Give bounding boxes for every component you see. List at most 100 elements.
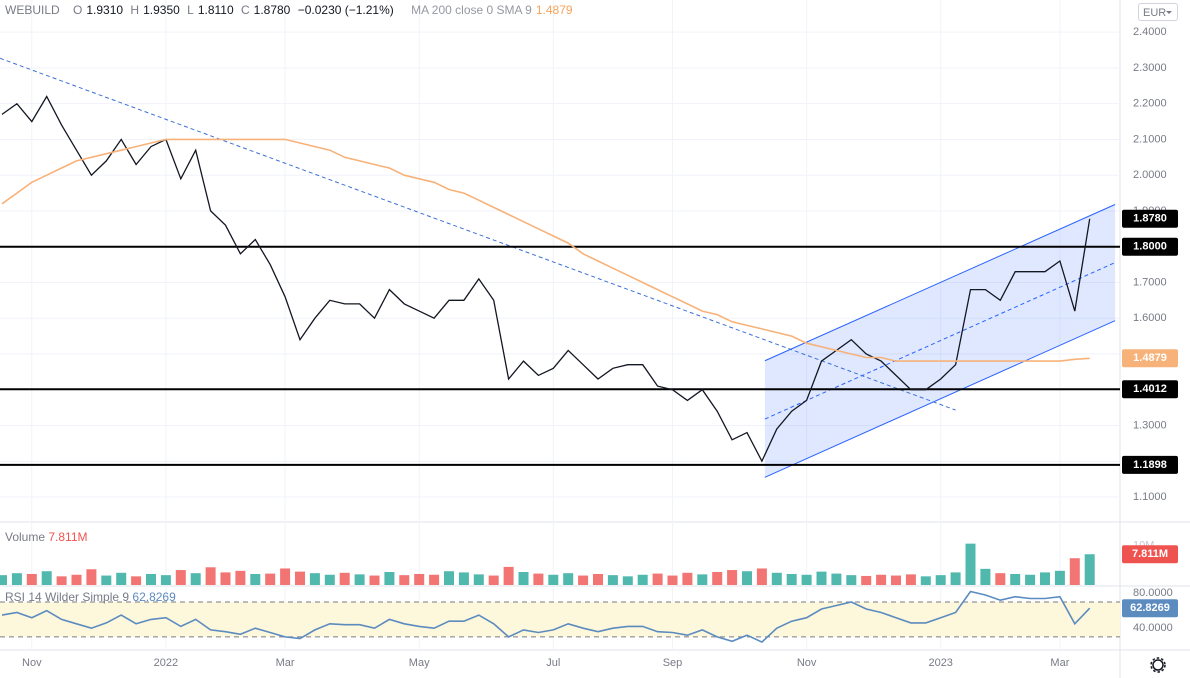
- volume-bar: [652, 573, 663, 585]
- volume-bar: [11, 573, 22, 585]
- volume-bar: [131, 576, 142, 585]
- rsi-legend: RSI 14 Wilder Simple 9 62.8269: [5, 590, 176, 604]
- volume-bar: [727, 570, 738, 585]
- axis-marker: [1122, 380, 1178, 399]
- x-tick-label: May: [409, 657, 430, 669]
- ohlc-key: L: [187, 3, 194, 17]
- ohlc-value: 1.9310: [86, 3, 124, 17]
- volume-bar: [950, 572, 961, 585]
- gear-ring: [1152, 659, 1164, 671]
- legend-header: WEBUILD O 1.9310 H 1.9350 L 1.8110 C 1.8780 …: [5, 3, 577, 17]
- series-line: [1, 590, 1091, 644]
- volume-bar: [354, 574, 365, 585]
- channel-lower: [764, 320, 1116, 478]
- study-name: MA 200 close 0 SMA 9: [411, 3, 532, 17]
- volume-bar: [622, 576, 633, 585]
- volume-bar: [563, 573, 574, 585]
- volume-value: 7.811M: [48, 530, 88, 544]
- volume-bar: [518, 572, 529, 585]
- x-tick-label: 2022: [154, 657, 178, 669]
- rsi-title: RSI 14 Wilder Simple 9: [5, 590, 130, 604]
- rsi-value: 62.8269: [132, 590, 176, 604]
- series-line: [1, 138, 1090, 362]
- y-tick-label: 2.3000: [1133, 62, 1167, 74]
- volume-bar: [637, 574, 648, 585]
- volume-bar: [533, 573, 544, 585]
- volume-bar: [146, 573, 156, 585]
- volume-bar: [607, 575, 618, 585]
- y-tick-label: 1.6000: [1133, 312, 1167, 324]
- study-value: 1.4879: [535, 3, 573, 17]
- volume-bar: [786, 573, 797, 585]
- volume-bar: [548, 574, 559, 585]
- channel-midline: [764, 262, 1116, 420]
- axis-marker-label: 1.8000: [1133, 241, 1167, 253]
- volume-bar: [369, 575, 380, 585]
- volume-bar: [831, 573, 842, 585]
- x-tick-label: 2023: [928, 657, 952, 669]
- volume-bar: [384, 572, 395, 585]
- axis-marker: [1122, 209, 1178, 228]
- volume-bar: [220, 572, 231, 585]
- y-tick-label: 2.4000: [1133, 26, 1167, 38]
- axis-marker: [1122, 599, 1178, 618]
- axis-marker: [1122, 237, 1178, 256]
- volume-bar: [1054, 570, 1065, 585]
- volume-bar: [801, 574, 812, 585]
- y-tick-label: 2.1000: [1133, 133, 1167, 145]
- volume-bar: [861, 575, 872, 585]
- trendline: [0, 57, 956, 411]
- volume-bar: [295, 571, 305, 585]
- volume-bar: [71, 574, 82, 585]
- settings-button[interactable]: [1150, 657, 1166, 673]
- volume-bar: [1084, 554, 1095, 585]
- volume-bar: [56, 576, 67, 585]
- volume-bar: [116, 572, 127, 585]
- channel-upper: [764, 204, 1116, 362]
- x-tick-label: Sep: [663, 657, 683, 669]
- volume-bar: [86, 569, 97, 585]
- volume-bar: [1025, 574, 1036, 585]
- y-tick-label: 2.0000: [1133, 169, 1167, 181]
- volume-bar: [697, 574, 708, 585]
- ohlc-key: O: [73, 3, 83, 17]
- volume-bar: [1069, 558, 1080, 585]
- ohlc-key: H: [130, 3, 140, 17]
- axis-marker-label: 1.4879: [1133, 352, 1167, 364]
- volume-bar: [995, 573, 1006, 585]
- y-tick-label: 1.1000: [1133, 491, 1167, 503]
- x-tick-label: Jul: [546, 657, 560, 669]
- volume-bar: [160, 575, 171, 585]
- volume-bar: [414, 573, 425, 585]
- volume-bar: [965, 543, 976, 585]
- volume-bar: [1040, 572, 1050, 585]
- volume-bar: [205, 567, 216, 585]
- volume-bar: [905, 574, 916, 585]
- volume-bar: [891, 575, 901, 585]
- change: −0.0230 (−1.21%): [297, 3, 394, 17]
- ohlc-key: C: [240, 3, 250, 17]
- volume-bar: [399, 575, 410, 585]
- y-tick-label: 1.3000: [1133, 419, 1167, 431]
- y-tick-label: 40.0000: [1133, 622, 1173, 634]
- y-tick-label: 1.7000: [1133, 276, 1167, 288]
- gear-outline: [1150, 657, 1166, 673]
- volume-bar: [0, 575, 7, 585]
- axis-marker-label: 1.4012: [1133, 383, 1167, 395]
- x-tick-label: Mar: [276, 657, 295, 669]
- axis-marker: [1122, 349, 1178, 368]
- axis-marker: [1122, 545, 1178, 564]
- volume-bar: [265, 573, 276, 585]
- volume-bar: [175, 570, 186, 585]
- volume-bar: [429, 574, 440, 585]
- volume-legend: Volume 7.811M: [5, 530, 88, 544]
- volume-bar: [771, 572, 782, 585]
- volume-bar: [101, 575, 112, 585]
- volume-bar: [876, 574, 887, 585]
- volume-bar: [578, 575, 589, 585]
- currency-select[interactable]: EUR: [1138, 3, 1178, 21]
- volume-bar: [458, 572, 469, 585]
- volume-bar: [235, 570, 246, 585]
